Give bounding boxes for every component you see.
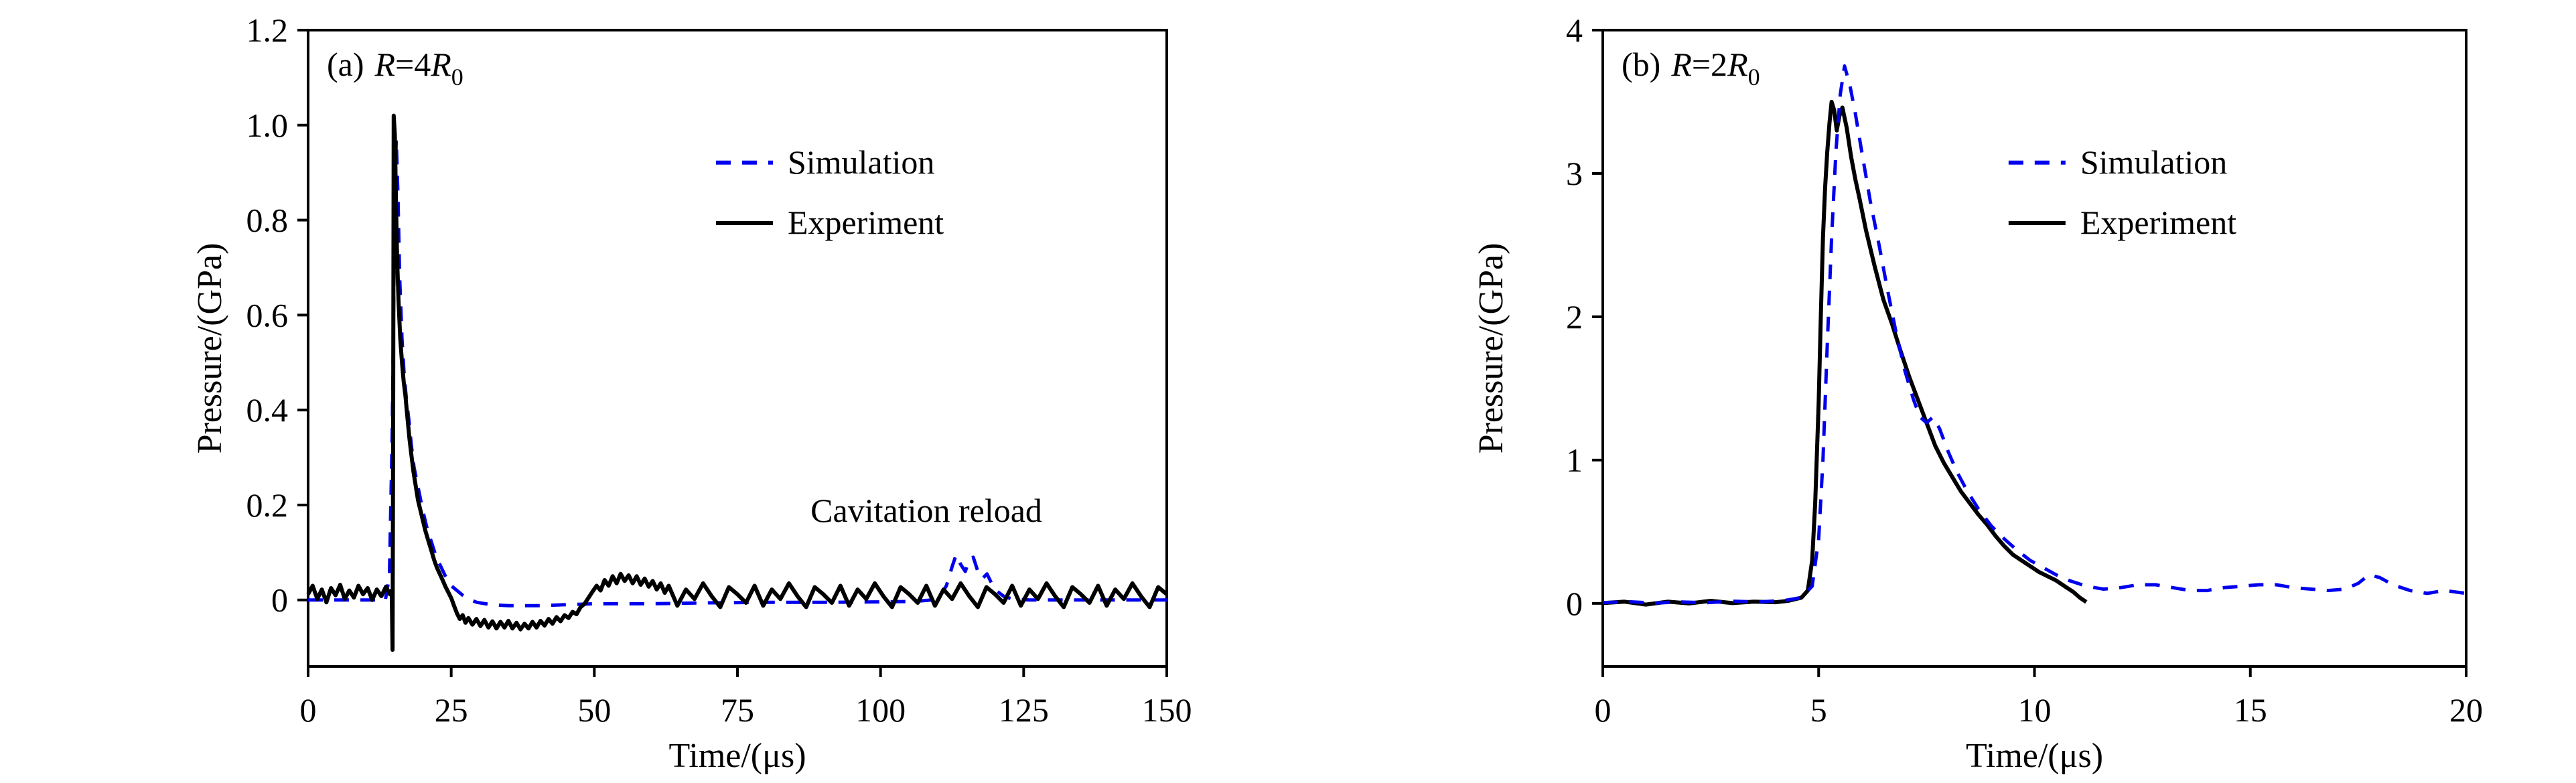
y-tick-label: 4 xyxy=(1566,11,1583,49)
panel-label: (b) R=2R0 xyxy=(1622,46,1760,90)
x-tick-label: 25 xyxy=(435,691,468,729)
series-simulation xyxy=(308,137,1167,608)
x-tick-label: 50 xyxy=(577,691,611,729)
x-axis-title: Time/(μs) xyxy=(668,737,806,775)
annotation-cavitation-reload: Cavitation reload xyxy=(810,492,1042,529)
y-tick-label: 2 xyxy=(1566,298,1583,336)
legend-label: Simulation xyxy=(788,143,934,181)
x-tick-label: 125 xyxy=(999,691,1049,729)
y-tick-label: 1 xyxy=(1566,441,1583,479)
y-tick-label: 0 xyxy=(1566,585,1583,622)
y-axis-title: Pressure/(GPa) xyxy=(1472,243,1510,454)
x-tick-label: 0 xyxy=(1595,691,1612,729)
y-tick-label: 0.4 xyxy=(246,391,289,429)
legend-label: Experiment xyxy=(2080,204,2236,241)
chart-panel-a: 0 25 50 75 100 125 150 0 0.2 0.4 0.6 0.8 1.0 1.2 Time/… xyxy=(191,11,1192,775)
y-tick-label: 0.2 xyxy=(246,486,289,524)
chart-panel-b: 0 5 10 15 20 0 1 2 3 4 Time/(μs) Pressure/(GPa) Simu… xyxy=(1472,11,2483,775)
x-tick-label: 20 xyxy=(2449,691,2483,729)
x-tick-label: 5 xyxy=(1810,691,1827,729)
y-axis-title: Pressure/(GPa) xyxy=(191,243,229,454)
y-tick-label: 3 xyxy=(1566,155,1583,192)
series-experiment xyxy=(306,113,1168,652)
legend-label: Experiment xyxy=(788,204,944,241)
x-tick-label: 0 xyxy=(300,691,317,729)
x-tick-label: 75 xyxy=(721,691,754,729)
x-tick-label: 15 xyxy=(2234,691,2267,729)
y-tick-label: 1.2 xyxy=(246,11,289,49)
x-tick-label: 10 xyxy=(2018,691,2052,729)
series-experiment xyxy=(1602,100,2088,607)
x-tick-label: 150 xyxy=(1142,691,1192,729)
panel-label: (a) R=4R0 xyxy=(327,46,463,90)
y-tick-label: 0 xyxy=(271,581,288,619)
x-axis-title: Time/(μs) xyxy=(1966,737,2103,775)
legend-label: Simulation xyxy=(2080,143,2227,181)
x-tick-label: 100 xyxy=(855,691,906,729)
y-tick-label: 0.8 xyxy=(246,202,289,239)
y-tick-label: 1.0 xyxy=(246,106,289,144)
series-simulation xyxy=(1602,64,2467,605)
y-tick-label: 0.6 xyxy=(246,296,289,334)
